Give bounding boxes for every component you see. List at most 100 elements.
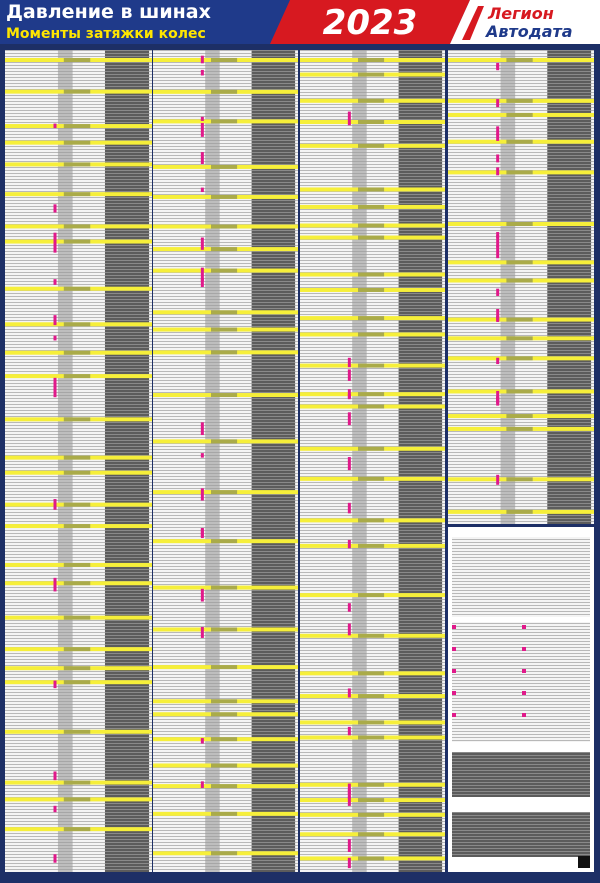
highlight xyxy=(53,805,57,813)
brand-label xyxy=(506,336,533,341)
section-header xyxy=(5,562,152,567)
highlight xyxy=(200,453,204,458)
brand-label xyxy=(358,446,385,451)
brand-label xyxy=(63,666,91,671)
section-header xyxy=(5,89,152,94)
section-header xyxy=(5,780,152,785)
section-header xyxy=(300,694,445,699)
highlight xyxy=(200,122,204,137)
highlight xyxy=(496,167,500,176)
brand-label xyxy=(63,797,91,802)
dark-column xyxy=(104,50,150,872)
highlight xyxy=(347,357,351,368)
brand-label xyxy=(358,223,385,228)
brand-label xyxy=(211,58,238,62)
section-header xyxy=(448,477,594,482)
brand-label xyxy=(358,633,385,638)
section-header xyxy=(5,615,152,620)
section-header xyxy=(448,98,594,103)
brand-label xyxy=(211,224,238,229)
section-header xyxy=(300,392,445,397)
section-header xyxy=(448,336,594,341)
mid-column xyxy=(205,50,220,872)
info-marker xyxy=(452,713,456,717)
highlight xyxy=(347,502,351,514)
brand-label xyxy=(358,204,385,209)
highlight xyxy=(496,154,500,163)
brand-label xyxy=(358,720,385,725)
brand-label xyxy=(211,393,238,398)
highlight xyxy=(496,232,500,238)
logo-mark xyxy=(462,6,484,40)
highlight xyxy=(496,133,500,141)
brand-label xyxy=(63,729,91,734)
section-header xyxy=(153,194,298,199)
brand-label xyxy=(506,58,533,62)
brand-label xyxy=(63,140,91,145)
section-header xyxy=(5,350,152,355)
highlight xyxy=(200,267,204,282)
section-header xyxy=(5,524,152,529)
highlight xyxy=(200,781,204,788)
info-marker xyxy=(522,647,526,651)
section-header xyxy=(153,439,298,444)
brand-label xyxy=(63,89,91,94)
section-header xyxy=(300,476,445,481)
highlight xyxy=(200,152,204,165)
section-header xyxy=(448,356,594,361)
section-header xyxy=(448,414,594,419)
highlight xyxy=(53,242,57,253)
section-header xyxy=(153,585,298,590)
highlight xyxy=(200,588,204,602)
brand-label xyxy=(506,509,533,514)
section-header xyxy=(448,278,594,283)
section-header xyxy=(153,327,298,332)
highlight xyxy=(496,235,500,248)
highlight xyxy=(53,771,57,781)
brand-label xyxy=(63,417,91,422)
highlight xyxy=(347,412,351,426)
brand-label xyxy=(358,671,385,676)
brand-label xyxy=(211,327,238,332)
brand-label xyxy=(358,518,385,523)
highlight xyxy=(200,116,204,121)
section-header xyxy=(5,502,152,507)
section-header xyxy=(300,332,445,337)
subtitle: Моменты затяжки колес xyxy=(6,26,206,42)
section-header xyxy=(153,268,298,273)
section-header xyxy=(5,322,152,327)
highlight xyxy=(496,474,500,485)
brand-label xyxy=(211,851,238,856)
highlight xyxy=(496,126,500,136)
highlight xyxy=(496,99,500,108)
highlight xyxy=(200,529,204,539)
highlight xyxy=(347,839,351,852)
section-header xyxy=(448,58,594,62)
brand-label xyxy=(211,712,238,717)
brand-label xyxy=(358,72,385,77)
section-header xyxy=(153,699,298,704)
section-header xyxy=(5,162,152,167)
highlight xyxy=(347,796,351,806)
brand-label xyxy=(63,374,91,379)
brand-label xyxy=(211,268,238,273)
highlight xyxy=(347,369,351,381)
brand-label xyxy=(63,647,91,652)
brand-label xyxy=(211,89,238,94)
section-header xyxy=(448,221,594,226)
brand-label xyxy=(358,187,385,192)
title-panel xyxy=(0,0,300,44)
brand-label xyxy=(358,812,385,817)
brand-label xyxy=(63,58,91,62)
brand-label xyxy=(211,350,238,355)
section-header xyxy=(5,192,152,197)
highlight xyxy=(53,377,57,390)
section-header xyxy=(5,797,152,802)
brand-label xyxy=(63,680,91,685)
section-header xyxy=(300,633,445,638)
section-header xyxy=(5,286,152,291)
brand-label xyxy=(63,524,91,529)
section-header xyxy=(300,58,445,62)
brand-label xyxy=(211,539,238,544)
